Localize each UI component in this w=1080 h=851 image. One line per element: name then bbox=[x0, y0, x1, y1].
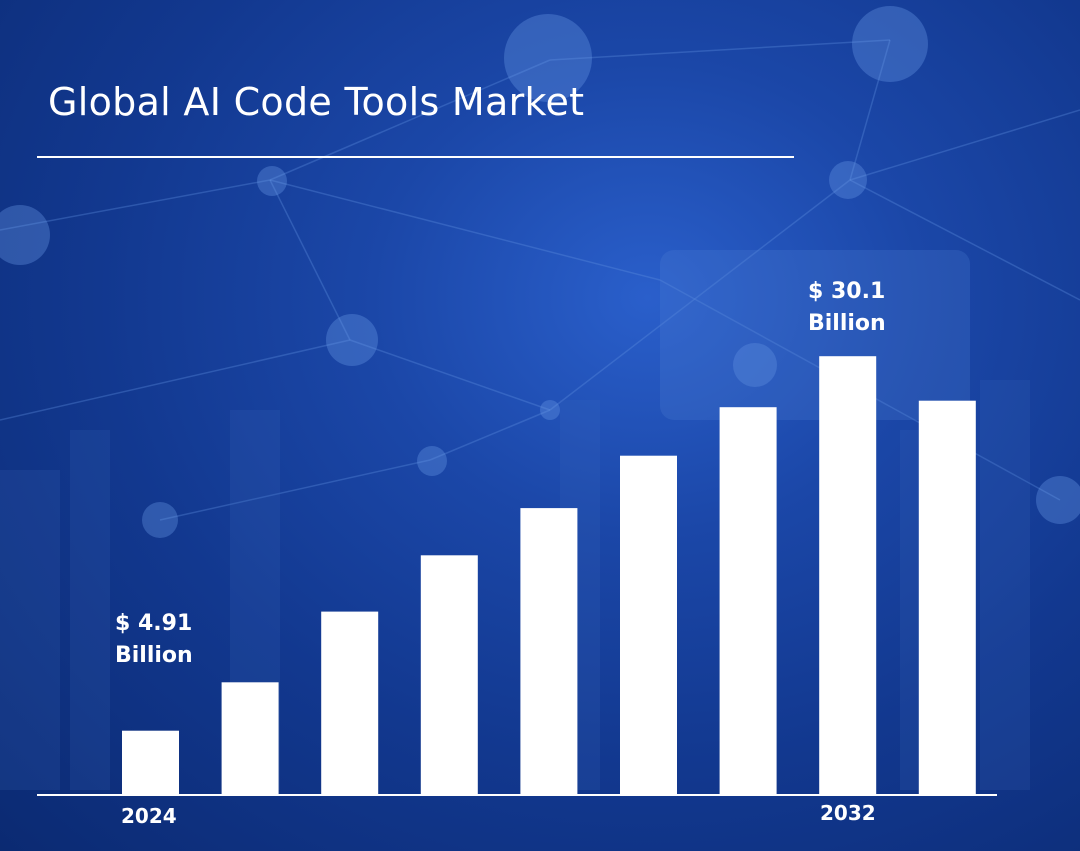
end-value-label: $ 30.1 Billion bbox=[808, 276, 886, 340]
bar-2031 bbox=[819, 356, 877, 795]
start-unit: Billion bbox=[115, 643, 193, 668]
bars bbox=[122, 356, 976, 795]
bar-2025 bbox=[221, 682, 279, 795]
end-unit: Billion bbox=[808, 311, 886, 336]
chart-title: Global AI Code Tools Market bbox=[48, 80, 585, 124]
title-divider bbox=[37, 156, 794, 158]
bar-2026 bbox=[321, 611, 379, 795]
x-axis-start-label: 2024 bbox=[121, 804, 177, 828]
bar-2028 bbox=[520, 508, 578, 795]
start-value-label: $ 4.91 Billion bbox=[115, 608, 193, 672]
start-value: $ 4.91 bbox=[115, 611, 193, 636]
bar-2032 bbox=[918, 400, 976, 795]
bar-2030 bbox=[719, 407, 777, 795]
end-value: $ 30.1 bbox=[808, 279, 886, 304]
bar-2027 bbox=[420, 555, 478, 795]
bar-2024 bbox=[122, 730, 179, 795]
x-axis-end-label: 2032 bbox=[820, 801, 876, 825]
bar-2029 bbox=[620, 455, 677, 795]
